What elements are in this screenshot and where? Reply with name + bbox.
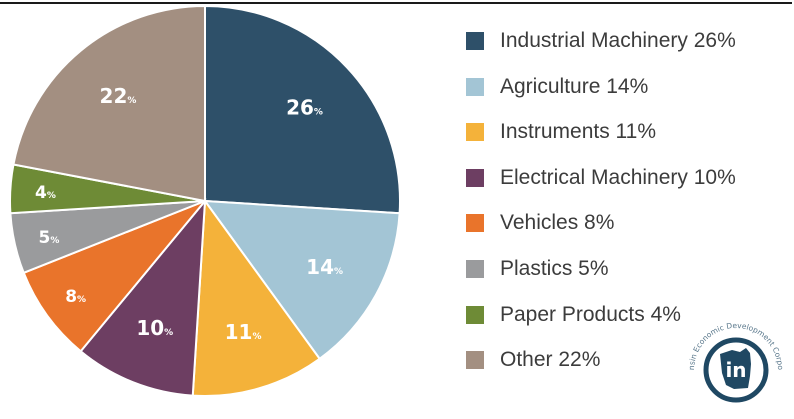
pie-slice-label-6: 4%	[35, 183, 56, 203]
legend-swatch-1	[466, 77, 484, 96]
pie-slice-7	[12, 4, 206, 203]
pie-slice-label-5: 5%	[39, 228, 60, 248]
logo-mark: in	[725, 358, 746, 382]
wisconsin-shape-icon	[720, 348, 751, 389]
legend-swatch-4	[466, 214, 484, 233]
legend-label-2: Instruments 11%	[500, 120, 657, 144]
pie-slice-4	[22, 200, 206, 353]
legend-label-5: Plastics 5%	[500, 257, 609, 280]
legend-swatch-0	[466, 32, 484, 50]
pie-slice-label-7: 22%	[100, 84, 137, 108]
pie-slice-label-3: 10%	[136, 316, 173, 340]
legend-swatch-5	[466, 260, 484, 278]
pie-slice-label-4: 8%	[65, 287, 86, 307]
legend-label-0: Industrial Machinery 26%	[500, 29, 736, 52]
legend-label-3: Electrical Machinery 10%	[500, 165, 736, 189]
legend-label-7: Other 22%	[500, 348, 601, 372]
pie-slice-0	[204, 4, 401, 215]
pie-slice-label-1: 14%	[306, 255, 343, 279]
pie-chart: 26% 14% 11% 10% 8% 5% 4% 22%	[9, 4, 401, 397]
legend-swatch-7	[466, 351, 484, 370]
pie-slice-2	[191, 198, 322, 397]
legend-label-6: Paper Products 4%	[500, 302, 681, 326]
wedc-logo: Wisconsin Economic Development Corporati…	[680, 318, 785, 403]
pie-slice-label-0: 26%	[286, 96, 323, 120]
legend-label-4: Vehicles 8%	[500, 211, 615, 235]
pie-slice-3	[79, 197, 207, 397]
legend-swatch-2	[466, 123, 484, 142]
legend-swatch-6	[466, 305, 484, 324]
pie-slice-label-2: 11%	[225, 320, 262, 344]
legend-label-1: Agriculture 14%	[500, 74, 649, 98]
legend-swatch-3	[466, 168, 484, 187]
pie-slice-1	[202, 199, 401, 361]
top-rule	[0, 2, 792, 4]
